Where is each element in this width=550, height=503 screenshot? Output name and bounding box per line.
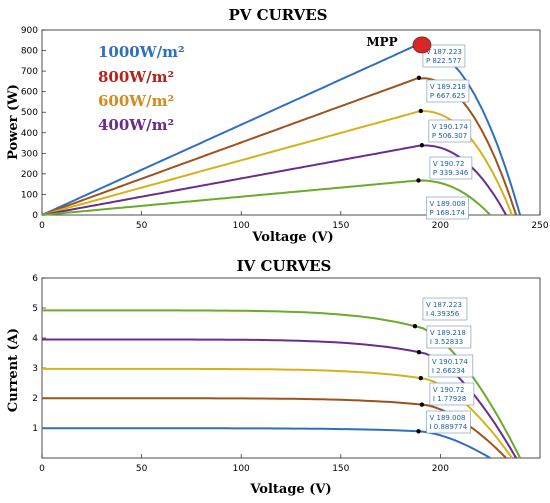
iv-datatip-box	[426, 325, 472, 349]
iv-series-line	[42, 367, 513, 459]
pv-y-tick-label: 100	[21, 190, 38, 200]
iv-datatip-voltage: V 190.72	[433, 386, 465, 394]
iv-datatip-current: I 0.889774	[430, 423, 468, 431]
iv-x-tick-label: 200	[432, 464, 449, 474]
pv-series-line	[41, 179, 491, 216]
pv-y-tick-label: 900	[21, 26, 38, 36]
pv-y-tick-label: 800	[21, 47, 38, 57]
iv-y-tick-label: 5	[32, 304, 38, 314]
iv-y-tick-label: 3	[32, 364, 38, 374]
iv-series-line	[42, 427, 491, 459]
iv-mpp-point	[416, 349, 422, 355]
pv-datatip-box	[426, 79, 470, 103]
pv-y-axis-label: Power (W)	[6, 84, 21, 160]
iv-y-tick-label: 4	[32, 334, 38, 344]
iv-y-tick-label: 6	[32, 274, 38, 284]
pv-x-tick-label: 100	[233, 221, 250, 231]
pv-x-tick-label: 50	[136, 221, 148, 231]
iv-datatip-box	[422, 297, 468, 321]
pv-datatip-value: P 822.577	[426, 57, 461, 65]
pv-x-axis-label: Voltage (V)	[251, 230, 333, 245]
pv-x-tick-label: 200	[432, 221, 449, 231]
pv-datatip-value: P 168.174	[430, 209, 466, 217]
pv-legend-entry: 800W/m²	[98, 68, 174, 86]
iv-datatip-current: I 2.66234	[432, 367, 466, 375]
pv-mpp-point	[416, 75, 422, 80]
iv-y-axis-label: Current (A)	[6, 328, 21, 412]
pv-series-line	[41, 109, 514, 216]
iv-x-axis-label: Voltage (V)	[249, 482, 331, 497]
iv-mpp-point	[418, 375, 424, 381]
iv-series-line	[42, 309, 521, 459]
pv-mpp-point	[416, 178, 421, 183]
pv-datatip-box	[429, 156, 473, 180]
pv-plot-frame	[41, 29, 541, 216]
iv-mpp-point	[416, 429, 421, 434]
iv-datatip-voltage: V 189.218	[430, 329, 466, 337]
mpp-label: MPP	[366, 35, 397, 49]
iv-datatip-box	[428, 354, 474, 378]
iv-datatip-voltage: V 190.174	[432, 358, 469, 366]
iv-mpp-point	[412, 323, 418, 329]
pv-x-tick-label: 250	[531, 221, 548, 231]
iv-datatip-current: I 4.39356	[426, 310, 460, 318]
pv-series-line	[41, 144, 507, 216]
iv-datatip-box	[429, 382, 475, 406]
pv-datatip-voltage: V 189.008	[430, 200, 466, 208]
pv-datatip-voltage: V 190.174	[432, 123, 469, 131]
pv-legend-entry: 1000W/m²	[98, 43, 185, 61]
pv-y-tick-label: 700	[21, 67, 38, 77]
pv-chart-title: PV CURVES	[229, 6, 328, 24]
pv-datatip-box	[428, 119, 472, 143]
pv-datatip-box	[426, 196, 469, 220]
iv-series-line	[42, 397, 507, 459]
pv-series-line	[41, 45, 522, 216]
iv-datatip-current: I 1.77928	[433, 395, 466, 403]
iv-x-tick-label: 150	[332, 464, 349, 474]
pv-datatip-voltage: V 190.72	[433, 160, 465, 168]
pv-datatip-value: P 339.346	[433, 169, 469, 177]
iv-x-tick-label: 50	[136, 464, 148, 474]
pv-mpp-point	[419, 143, 425, 148]
pv-legend-entry: 400W/m²	[98, 116, 174, 134]
iv-mpp-point	[419, 402, 425, 407]
pv-x-tick-label: 150	[332, 221, 349, 231]
mpp-marker	[412, 36, 432, 54]
iv-y-tick-label: 2	[32, 394, 38, 404]
iv-datatip-voltage: V 187.223	[426, 301, 462, 309]
pv-datatip-value: P 506.307	[432, 132, 467, 140]
pv-y-tick-label: 300	[21, 149, 38, 159]
iv-series-line	[42, 338, 517, 459]
pv-y-tick-label: 500	[21, 108, 38, 118]
pv-datatip-box	[422, 44, 466, 68]
pv-mpp-point	[418, 108, 424, 114]
pv-legend-entry: 600W/m²	[98, 92, 174, 110]
iv-chart-title: IV CURVES	[237, 257, 332, 275]
pv-y-tick-label: 600	[21, 88, 38, 98]
pv-y-tick-label: 400	[21, 129, 38, 139]
pv-datatip-voltage: V 189.218	[430, 83, 466, 91]
pv-y-tick-label: 0	[32, 211, 38, 221]
iv-x-tick-label: 0	[39, 464, 45, 474]
iv-datatip-voltage: V 189.008	[430, 414, 466, 422]
pv-y-tick-label: 200	[21, 170, 38, 180]
iv-y-tick-label: 1	[32, 424, 38, 434]
pv-x-tick-label: 0	[39, 221, 45, 231]
pv-datatip-value: P 667.625	[430, 92, 465, 100]
iv-x-tick-label: 100	[233, 464, 250, 474]
pv-series-line	[41, 77, 518, 216]
iv-datatip-current: I 3.52833	[430, 338, 463, 346]
pv-datatip-voltage: V 187.223	[426, 48, 462, 56]
iv-datatip-box	[426, 410, 471, 434]
